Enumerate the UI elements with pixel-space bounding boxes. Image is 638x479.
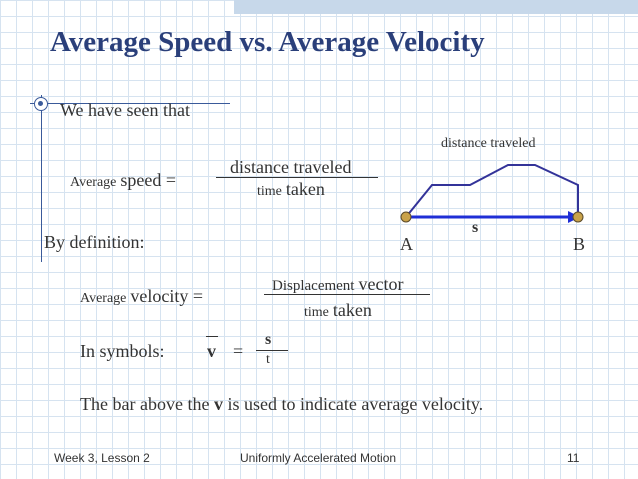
slide-title: Average Speed vs. Average Velocity [50, 26, 485, 58]
speed-lhs-main: speed = [120, 170, 177, 190]
symbol-equals: = [233, 341, 244, 361]
footer-topic: Uniformly Accelerated Motion [240, 451, 397, 465]
symbol-s: s [265, 331, 272, 348]
speed-lhs: Average speed = [70, 170, 176, 191]
speed-denominator-main: taken [285, 179, 325, 199]
diagram-path-label: distance traveled [441, 136, 536, 151]
symbols-label: In symbols: [80, 341, 165, 361]
note-part2: is used to indicate average velocity. [222, 394, 484, 414]
speed-lhs-small: Average [70, 175, 117, 190]
speed-numerator: distance traveled [230, 157, 352, 177]
note-bold-v: v [213, 394, 223, 414]
title-rule [30, 103, 230, 104]
displacement-label: s [472, 219, 479, 236]
footer-page-number: 11 [567, 451, 580, 465]
speed-denominator-small: time [257, 184, 282, 199]
distance-path [405, 164, 579, 218]
velocity-numerator: Displacement vector [272, 274, 403, 295]
footer-lesson: Week 3, Lesson 2 [54, 451, 150, 465]
point-a-marker [400, 211, 412, 223]
path-diagram [400, 164, 584, 223]
velocity-fraction-bar [264, 294, 430, 295]
intro-text: We have seen that [60, 100, 190, 120]
velocity-denominator-main: taken [332, 300, 372, 320]
note-part1: The bar above the [80, 394, 214, 414]
bullet-dot-icon [38, 101, 43, 106]
top-decor-bar [234, 0, 638, 14]
speed-fraction-bar [216, 177, 378, 178]
velocity-denominator-small: time [304, 305, 329, 320]
overbar-note: The bar above the v is used to indicate … [80, 394, 483, 415]
symbols-fraction-bar [256, 350, 288, 351]
speed-denominator: time taken [257, 179, 325, 200]
velocity-numerator-main: vector [358, 274, 404, 294]
bullet-rule [41, 95, 42, 262]
symbol-t: t [266, 352, 270, 367]
velocity-lhs: Average velocity = [80, 286, 203, 307]
v-overbar [206, 336, 218, 337]
symbol-v: v [207, 341, 216, 361]
velocity-numerator-small: Displacement [272, 278, 355, 294]
point-b-label: B [573, 234, 586, 254]
velocity-lhs-small: Average [80, 291, 127, 306]
point-a-label: A [400, 234, 413, 254]
definition-text: By definition: [44, 232, 145, 252]
velocity-lhs-main: velocity = [130, 286, 204, 306]
point-b-marker [572, 211, 584, 223]
velocity-denominator: time taken [304, 300, 372, 321]
